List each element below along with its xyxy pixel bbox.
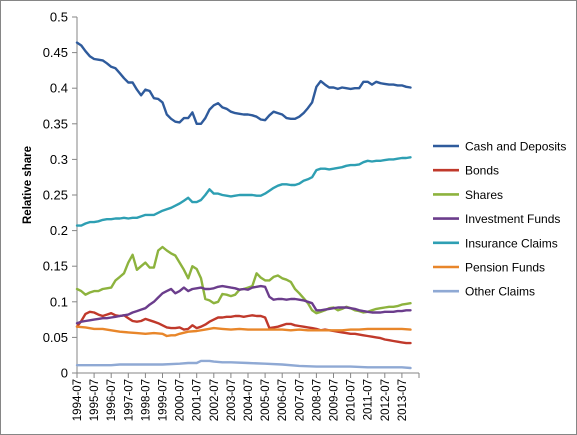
y-tick-label: 0.4 (50, 81, 68, 96)
legend-label: Pension Funds (465, 261, 545, 275)
legend-label: Shares (465, 188, 503, 202)
x-tick-label: 2010-07 (346, 379, 358, 421)
x-tick-label: 2013-07 (397, 379, 409, 421)
x-tick-label: 1995-07 (89, 379, 101, 421)
y-tick-label: 0.15 (43, 259, 68, 274)
y-tick-label: 0.2 (50, 223, 68, 238)
y-axis-title: Relative share (22, 146, 34, 224)
x-tick-label: 1996-07 (106, 379, 118, 421)
x-tick-label: 2002-07 (209, 379, 221, 421)
y-tick-label: 0.1 (50, 294, 68, 309)
x-tick-label: 2000-07 (175, 379, 187, 421)
x-tick-label: 2007-07 (294, 379, 306, 421)
legend-label: Cash and Deposits (465, 140, 566, 154)
x-axis-ticks: 1994-07 1995-07 1996-07 1997-07 1998-07 1999-… (72, 373, 420, 421)
legend-label: Other Claims (465, 285, 535, 299)
x-tick-label: 2009-07 (329, 379, 341, 421)
x-tick-label: 1997-07 (123, 379, 135, 421)
series-lines (75, 41, 412, 370)
x-tick-label: 2004-07 (243, 379, 255, 421)
y-axis-ticks: 0 0.05 0.1 0.15 0.2 0.25 0.3 0.35 0.4 0.45 0.5 (43, 10, 77, 381)
y-tick-label: 0.3 (50, 152, 68, 167)
x-tick-label: 2005-07 (260, 379, 272, 421)
x-tick-label: 2012-07 (380, 379, 392, 421)
x-tick-label: 1999-07 (158, 379, 170, 421)
x-tick-label: 1994-07 (72, 379, 84, 421)
x-tick-label: 2003-07 (226, 379, 238, 421)
x-tick-label: 2006-07 (277, 379, 289, 421)
series-line-investment-funds (75, 284, 412, 325)
x-tick-label: 2008-07 (311, 379, 323, 421)
series-line-shares (75, 245, 412, 315)
legend-label: Bonds (465, 164, 499, 178)
legend-label: Insurance Claims (465, 236, 558, 250)
x-tick-label: 1998-07 (140, 379, 152, 421)
series-line-insurance-claims (75, 156, 412, 227)
x-tick-label: 2011-07 (363, 379, 375, 420)
y-tick-label: 0.05 (43, 330, 68, 345)
y-tick-label: 0 (61, 366, 68, 381)
legend-label: Investment Funds (465, 212, 560, 226)
y-tick-label: 0.5 (50, 10, 68, 25)
series-line-bonds (75, 310, 412, 345)
y-tick-label: 0.45 (43, 45, 68, 60)
x-tick-label: 2001-07 (192, 379, 204, 421)
series-line-cash-and-deposits (75, 41, 412, 125)
y-tick-label: 0.35 (43, 116, 68, 131)
series-line-other-claims (75, 359, 412, 370)
y-tick-label: 0.25 (43, 188, 68, 203)
legend: Cash and Deposits Bonds Shares Investment F… (433, 140, 566, 299)
series-line-pension-funds (75, 325, 412, 338)
